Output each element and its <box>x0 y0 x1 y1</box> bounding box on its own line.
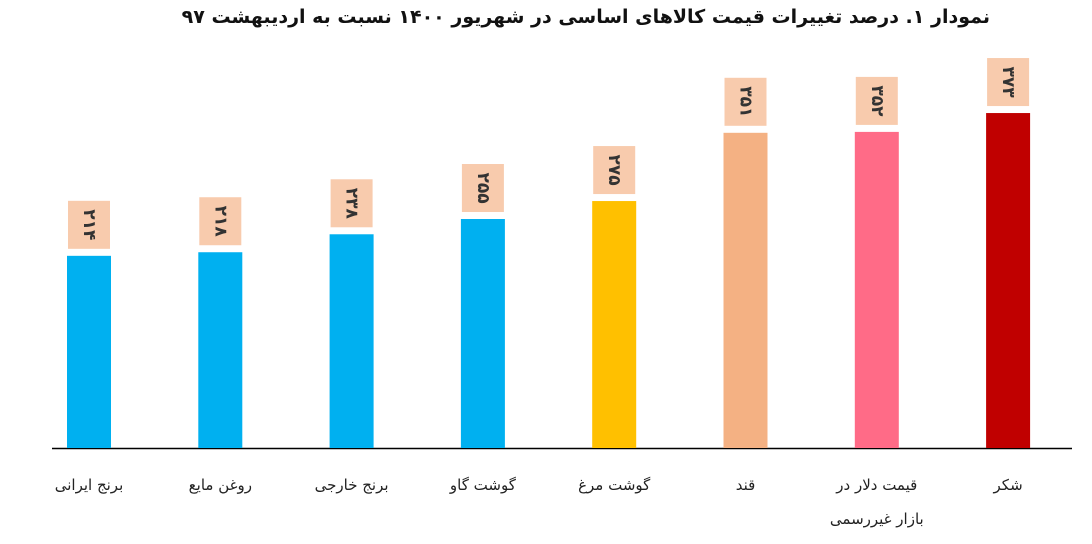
x-tick-label: گوشت مرغ <box>578 476 651 494</box>
value-label: ۳۷۳ <box>998 66 1018 98</box>
bar <box>198 252 243 448</box>
value-label: ۲۵۵ <box>473 172 493 203</box>
value-label-box <box>987 58 1030 107</box>
x-tick-label: قند <box>735 476 756 494</box>
x-tick-label: قیمت دلار در بازار غیررسمی <box>829 476 924 528</box>
value-label: ۲۱۴ <box>79 209 99 240</box>
value-label: ۲۳۸ <box>342 188 362 220</box>
bar <box>329 234 374 448</box>
value-label: ۳۵۲ <box>867 85 887 117</box>
value-label-box <box>855 76 898 125</box>
bar <box>460 219 505 448</box>
bar <box>592 201 637 448</box>
value-label-box <box>724 77 767 126</box>
x-tick-label: برنج ایرانی <box>54 476 124 494</box>
value-label: ۳۵۱ <box>736 86 756 117</box>
x-tick-label: گوشت گاو <box>449 476 516 494</box>
x-tick-label: برنج خارجی <box>314 476 389 494</box>
value-label-box <box>199 197 242 246</box>
bar <box>986 113 1031 449</box>
bar <box>854 131 899 449</box>
x-tick-label: روغن مایع <box>188 476 252 494</box>
value-label: ۲۷۵ <box>604 154 624 185</box>
value-label: ۲۱۸ <box>210 206 230 238</box>
value-label-box <box>461 164 504 213</box>
bar <box>723 132 768 448</box>
value-label-box <box>593 146 636 195</box>
x-tick-label: شکر <box>993 476 1023 494</box>
value-label-box <box>330 179 373 228</box>
chart-title: نمودار ۱. درصد تغییرات قیمت کالاهای اساس… <box>181 6 990 28</box>
value-label-box <box>68 200 110 249</box>
bar <box>67 255 111 448</box>
